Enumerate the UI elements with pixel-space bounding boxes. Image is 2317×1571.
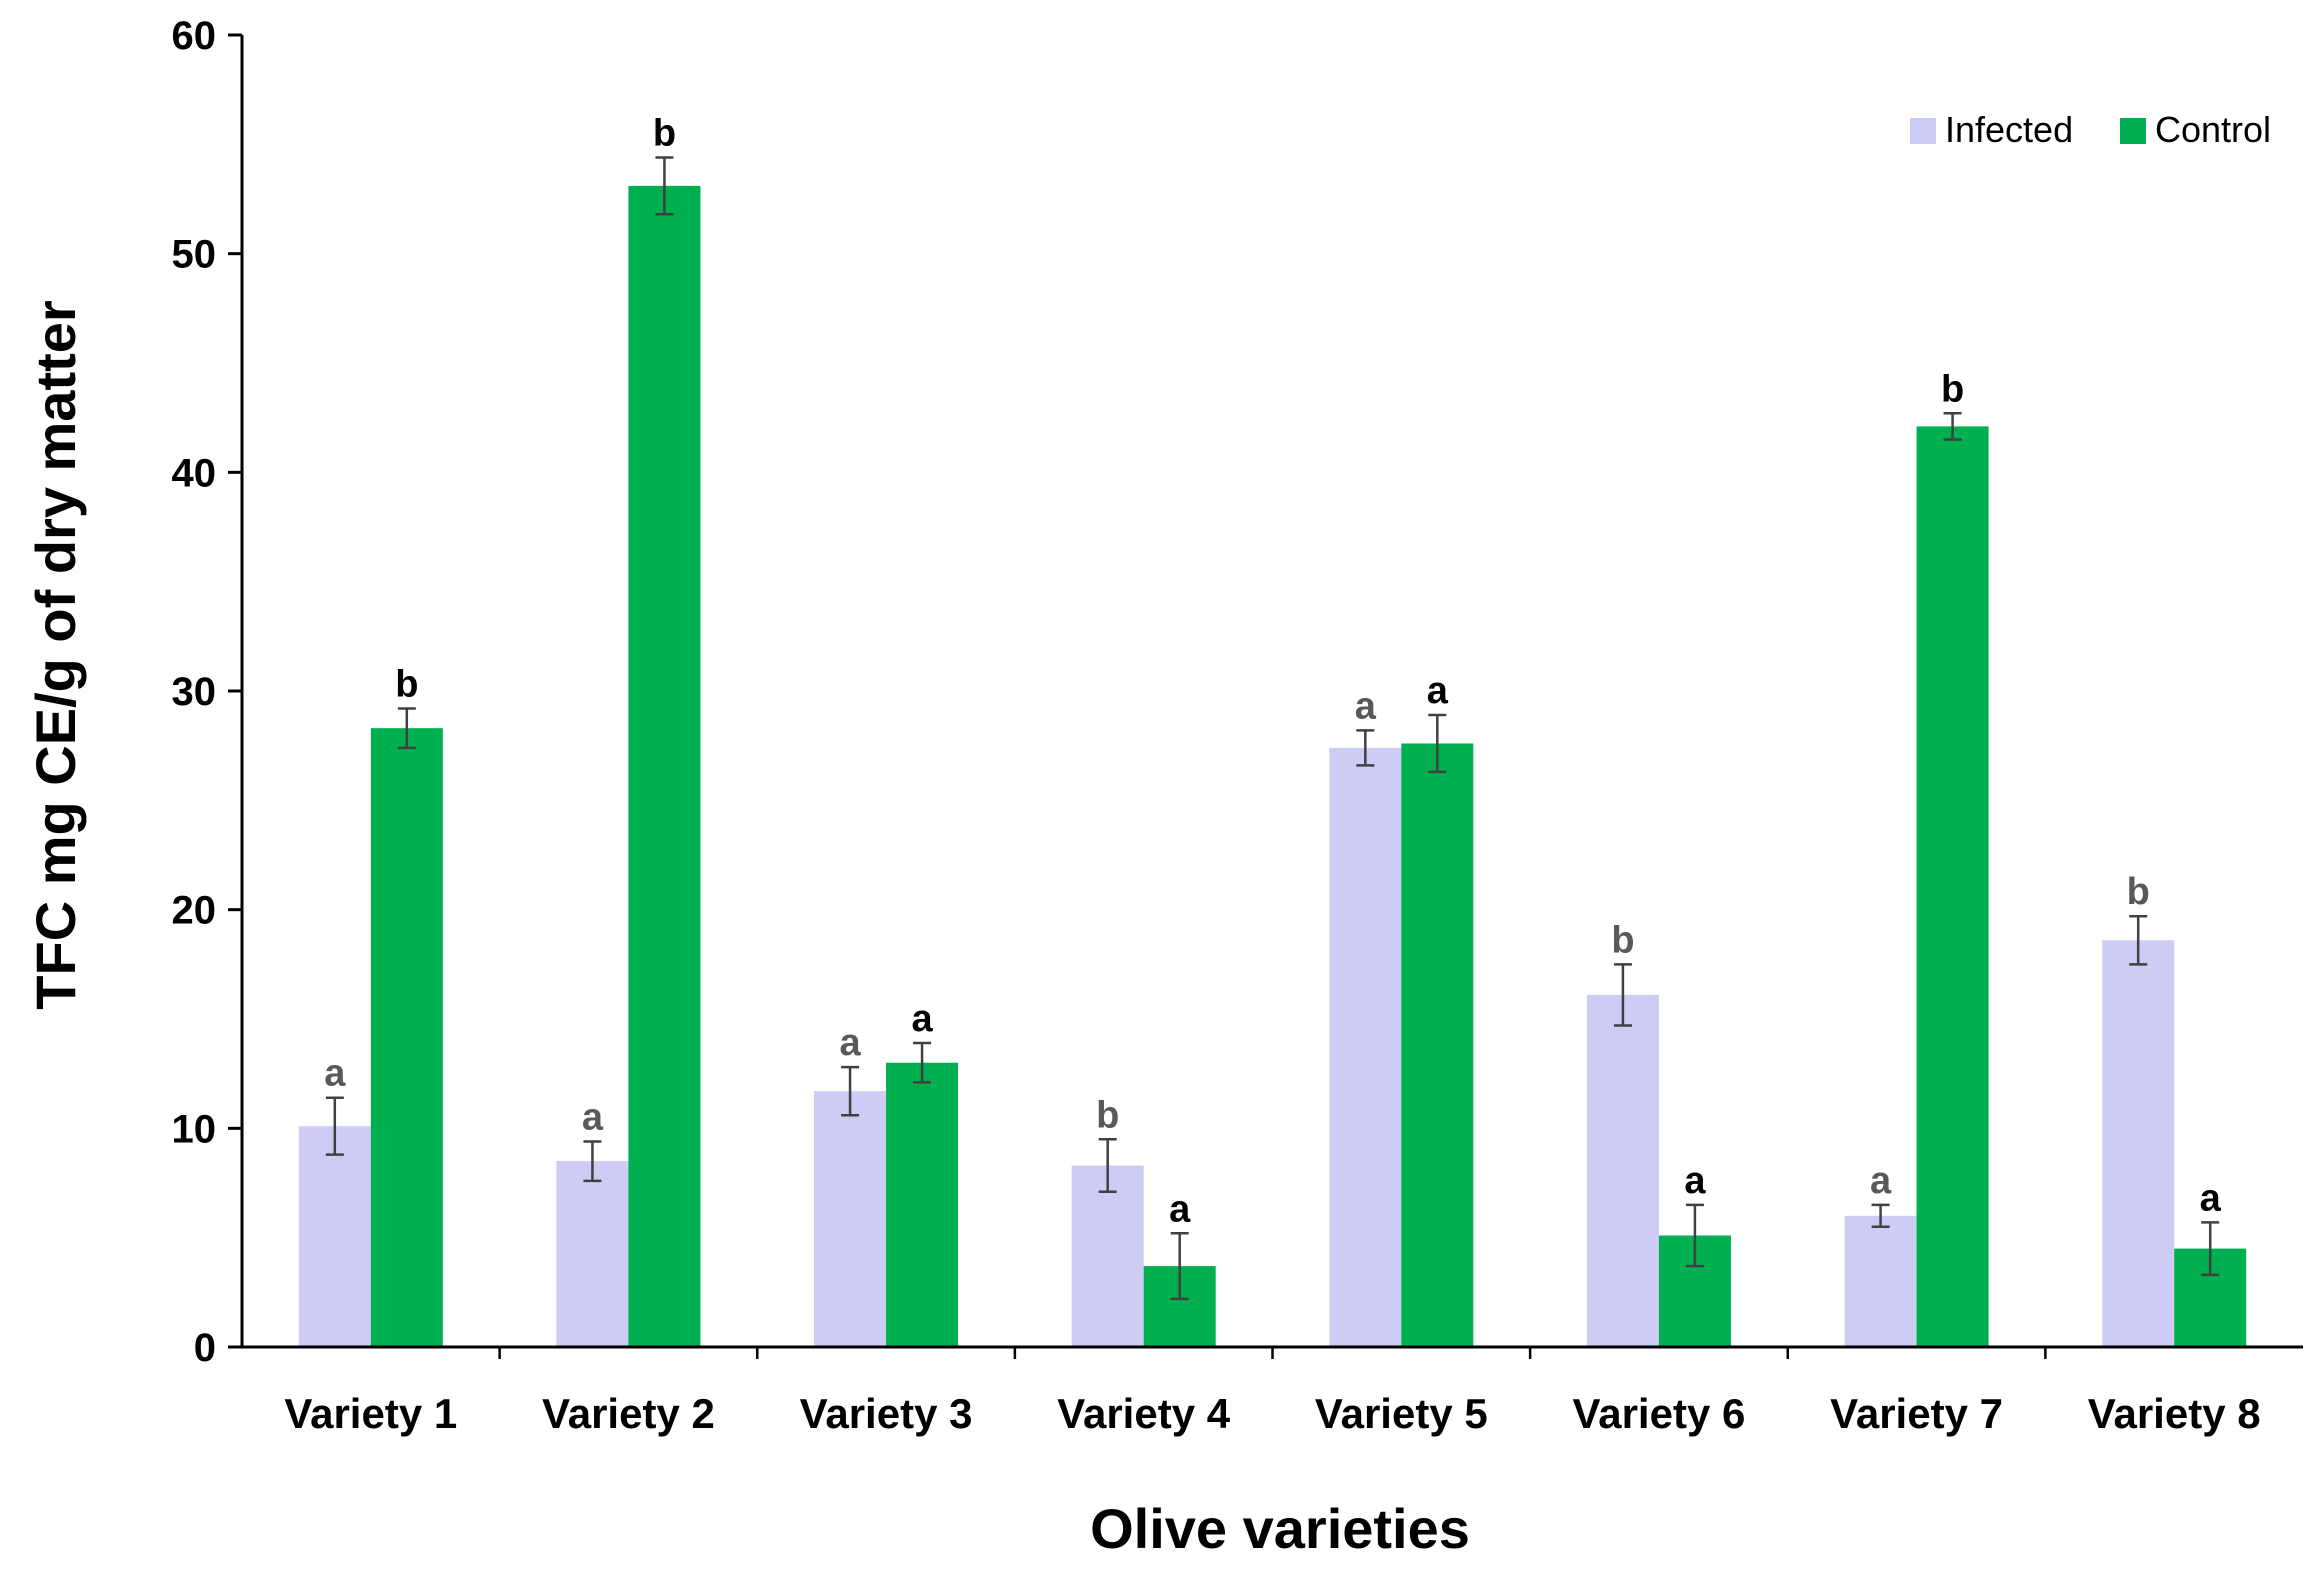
significance-label-infected-3: a [839, 1022, 861, 1064]
bar-control-7 [1916, 426, 1989, 1347]
y-tick-label-20: 20 [172, 889, 217, 933]
error-bar-control-4 [1170, 1232, 1189, 1301]
x-tick-label-3: Variety 3 [800, 1390, 973, 1437]
error-bar-infected-1 [325, 1096, 344, 1156]
legend-swatch-control [2120, 118, 2146, 144]
significance-label-control-4: a [1169, 1188, 1191, 1230]
significance-label-control-3: a [911, 998, 933, 1040]
bar-control-1 [370, 728, 443, 1347]
error-bar-control-2 [655, 156, 674, 216]
bars-layer [298, 185, 2247, 1347]
significance-labels-layer: a b a b a a b a a a b a a b b a [324, 112, 2221, 1230]
y-axis-title: TFC mg CE/g of dry matter [24, 300, 87, 1009]
y-tick-label-0: 0 [194, 1326, 216, 1370]
x-tick-label-7: Variety 7 [1830, 1390, 2003, 1437]
x-tick-label-2: Variety 2 [542, 1390, 715, 1437]
legend-label-control: Control [2155, 109, 2271, 150]
bar-control-3 [886, 1062, 959, 1347]
x-tick-label-1: Variety 1 [284, 1390, 457, 1437]
bar-infected-8 [2102, 940, 2175, 1347]
x-tick-label-5: Variety 5 [1315, 1390, 1488, 1437]
error-bar-control-7 [1943, 412, 1962, 441]
significance-label-control-7: b [1941, 368, 1964, 410]
bar-infected-2 [556, 1161, 629, 1347]
y-tick-label-30: 30 [172, 670, 217, 714]
significance-label-control-6: a [1684, 1160, 1706, 1202]
error-bar-infected-4 [1098, 1138, 1117, 1193]
bar-infected-3 [814, 1091, 887, 1347]
significance-label-infected-8: b [2127, 871, 2150, 913]
error-bar-control-1 [397, 707, 416, 750]
y-tick-label-50: 50 [172, 233, 217, 277]
error-bars-layer [325, 156, 2220, 1301]
legend-label-infected: Infected [1945, 109, 2073, 150]
significance-label-infected-4: b [1096, 1094, 1119, 1136]
significance-label-infected-1: a [324, 1053, 346, 1095]
x-tick-label-4: Variety 4 [1057, 1390, 1230, 1437]
significance-label-control-2: b [653, 112, 676, 154]
legend-swatch-infected [1910, 118, 1936, 144]
error-bar-control-6 [1685, 1203, 1704, 1268]
y-tick-label-10: 10 [172, 1107, 217, 1151]
bar-control-5 [1401, 743, 1474, 1347]
y-tick-label-40: 40 [172, 451, 217, 495]
error-bar-infected-5 [1356, 729, 1375, 767]
axes-layer: 0 10 20 30 40 50 60 Variety 1 Variety 2 Variety 3… [172, 14, 2303, 1437]
significance-label-control-1: b [395, 663, 418, 705]
significance-label-control-5: a [1427, 670, 1449, 712]
error-bar-control-3 [913, 1041, 932, 1084]
bar-infected-5 [1329, 747, 1402, 1347]
error-bar-control-5 [1428, 713, 1447, 774]
bar-infected-7 [1844, 1215, 1917, 1347]
x-tick-label-6: Variety 6 [1573, 1390, 1746, 1437]
error-bar-control-8 [2201, 1221, 2220, 1277]
error-bar-infected-8 [2129, 914, 2148, 966]
significance-label-infected-6: b [1611, 919, 1634, 961]
error-bar-infected-6 [1613, 963, 1632, 1027]
significance-label-control-8: a [2200, 1177, 2222, 1219]
bar-control-2 [628, 185, 701, 1347]
significance-label-infected-2: a [582, 1096, 604, 1138]
legend: Infected Control [1910, 109, 2271, 150]
significance-label-infected-5: a [1355, 685, 1377, 727]
error-bar-infected-2 [583, 1140, 602, 1183]
error-bar-infected-7 [1871, 1203, 1890, 1228]
x-tick-label-8: Variety 8 [2088, 1390, 2261, 1437]
bar-infected-1 [298, 1126, 371, 1347]
bar-infected-4 [1071, 1165, 1144, 1347]
x-axis-title: Olive varieties [1090, 1497, 1470, 1560]
y-tick-label-60: 60 [172, 14, 217, 58]
bar-infected-6 [1586, 994, 1659, 1347]
error-bar-infected-3 [841, 1065, 860, 1117]
significance-label-infected-7: a [1870, 1160, 1892, 1202]
